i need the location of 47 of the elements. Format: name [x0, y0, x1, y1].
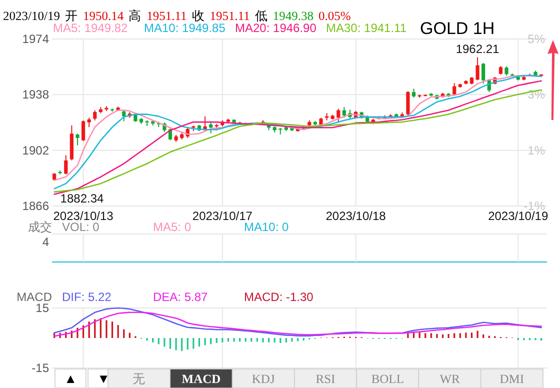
text: RSI	[316, 372, 336, 386]
x-tick-label: 2023/10/13	[53, 209, 114, 223]
text: 成交	[28, 220, 52, 234]
text: DMI	[500, 372, 524, 386]
series-label: DIF: 5.22	[62, 290, 112, 304]
series-label: DEA: 5.87	[153, 290, 208, 304]
text: MACD: -1.30	[244, 290, 314, 304]
x-tick-label: 2023/10/17	[192, 209, 253, 223]
y-tick-label: 15	[36, 301, 50, 315]
text: 1951.11	[210, 9, 250, 23]
y-tick-label: 1902	[22, 143, 50, 158]
text: KDJ	[252, 372, 275, 386]
text: MA5: 1949.82	[53, 21, 128, 35]
chart-title: GOLD 1H	[420, 19, 495, 38]
x-tick-label: 2023/10/19	[488, 209, 548, 223]
y2-tick-label: 5%	[528, 32, 546, 46]
text: 2023/10/19	[3, 9, 60, 23]
y-tick-label: 1866	[22, 199, 50, 213]
annotation: 1962.21	[456, 42, 500, 56]
text: 1951.11	[146, 9, 187, 23]
text: 4	[42, 235, 50, 249]
y-tick-label: 1974	[22, 32, 50, 46]
text: MA5: 0	[153, 220, 192, 234]
x-tick-label: 2023/10/18	[326, 209, 386, 223]
text: 1950.14	[82, 9, 124, 23]
text: MA10: 0	[244, 220, 290, 234]
text: 开	[64, 9, 78, 23]
text: 高	[128, 8, 142, 23]
y-tick-label: -15	[32, 361, 50, 375]
text: VOL: 0	[62, 220, 100, 234]
text: 无	[132, 372, 146, 386]
text: 低	[254, 9, 268, 23]
annotation: 1882.34	[60, 192, 104, 206]
text: 收	[192, 9, 205, 23]
text: MA10: 1949.85	[144, 21, 226, 35]
y2-tick-label: 1%	[528, 143, 546, 158]
text: 0.05%	[318, 9, 351, 23]
text: ▲	[64, 371, 77, 386]
y-tick-label: 1938	[22, 88, 50, 102]
text: MACD	[182, 372, 221, 386]
text: MA30: 1941.11	[326, 21, 407, 35]
text: MA20: 1946.90	[235, 21, 317, 35]
text: ▼	[97, 371, 110, 386]
text: WR	[440, 372, 461, 386]
text: 1949.38	[272, 9, 314, 23]
text: BOLL	[371, 372, 404, 386]
y-axis-title: MACD	[16, 290, 52, 304]
